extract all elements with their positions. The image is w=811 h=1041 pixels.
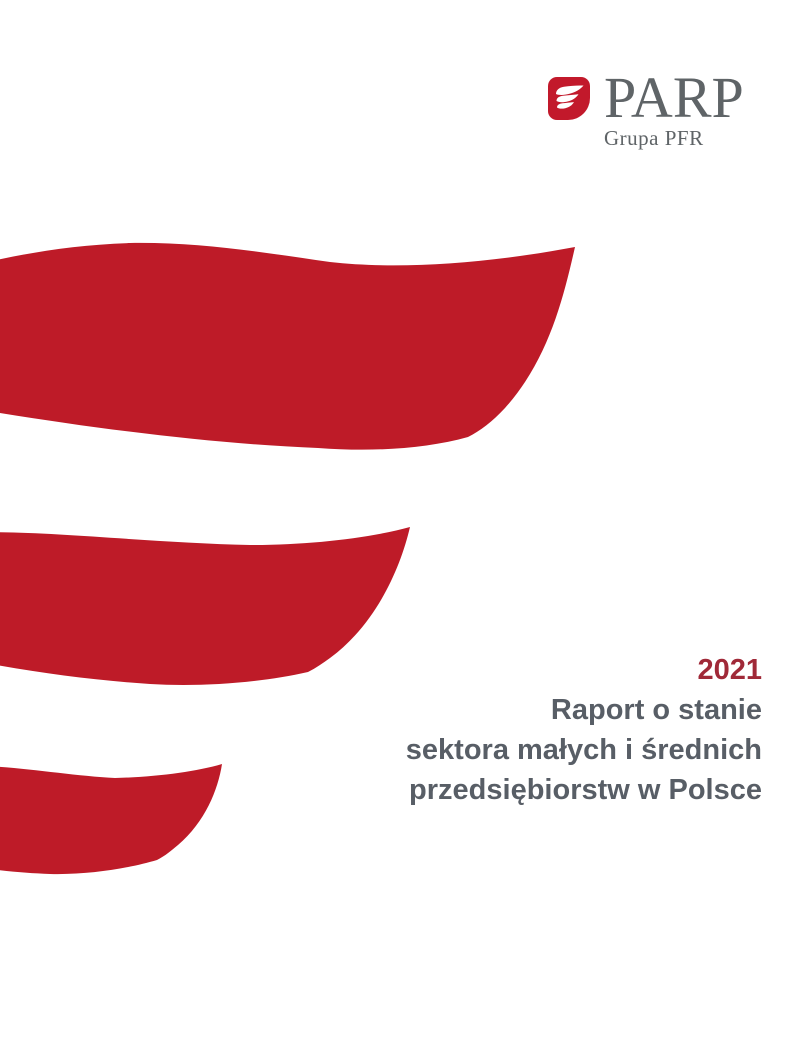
cover-title-line-1: Raport o stanie [550,694,762,726]
wing-stripe-small [0,764,222,875]
wing-stripe-medium [0,527,410,685]
cover-title-line-2: sektora małych i średnich [405,734,762,766]
wing-stripe-large [0,242,575,450]
cover-year: 2021 [697,654,762,686]
cover-title-line-3: przedsiębiorstw w Polsce [409,774,762,806]
logo-stripe-3 [557,102,574,109]
cover-title-block: 2021 Raport o stanie sektora małych i śr… [406,650,762,810]
logo-stripe-2 [556,94,579,103]
parp-flag-icon [548,77,590,120]
logo-stripe-1 [556,85,584,95]
logo-org-name: PARP [604,65,744,130]
parp-logo: PARP Grupa PFR [548,69,768,167]
logo-group-name: Grupa PFR [604,126,704,150]
